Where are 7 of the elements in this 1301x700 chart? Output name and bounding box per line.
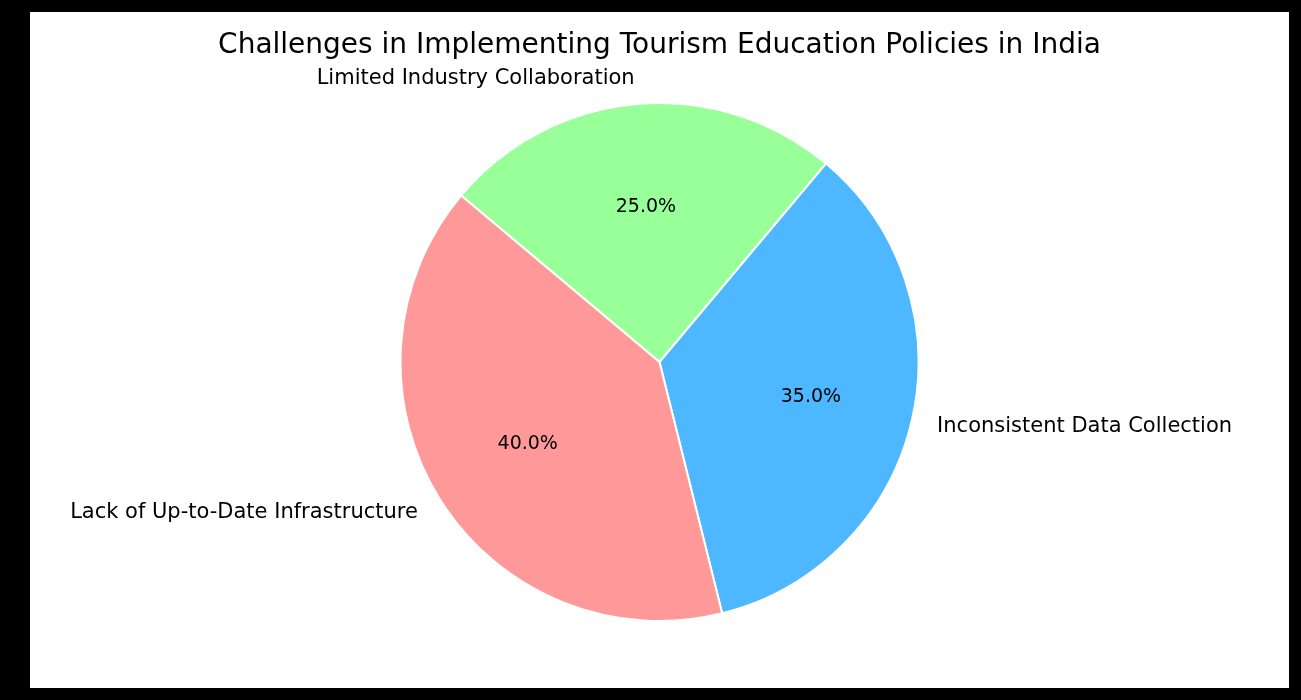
slice-label: Inconsistent Data Collection (937, 412, 1233, 437)
slice-label: Limited Industry Collaboration (316, 64, 635, 89)
data-label: 40.0% (497, 431, 558, 454)
data-label: 25.0% (615, 194, 677, 217)
slice-label: Lack of Up-to-Date Infrastructure (70, 499, 418, 524)
data-label: 35.0% (780, 383, 842, 406)
chart-title: Challenges in Implementing Tourism Education Policies in India (218, 27, 1101, 61)
